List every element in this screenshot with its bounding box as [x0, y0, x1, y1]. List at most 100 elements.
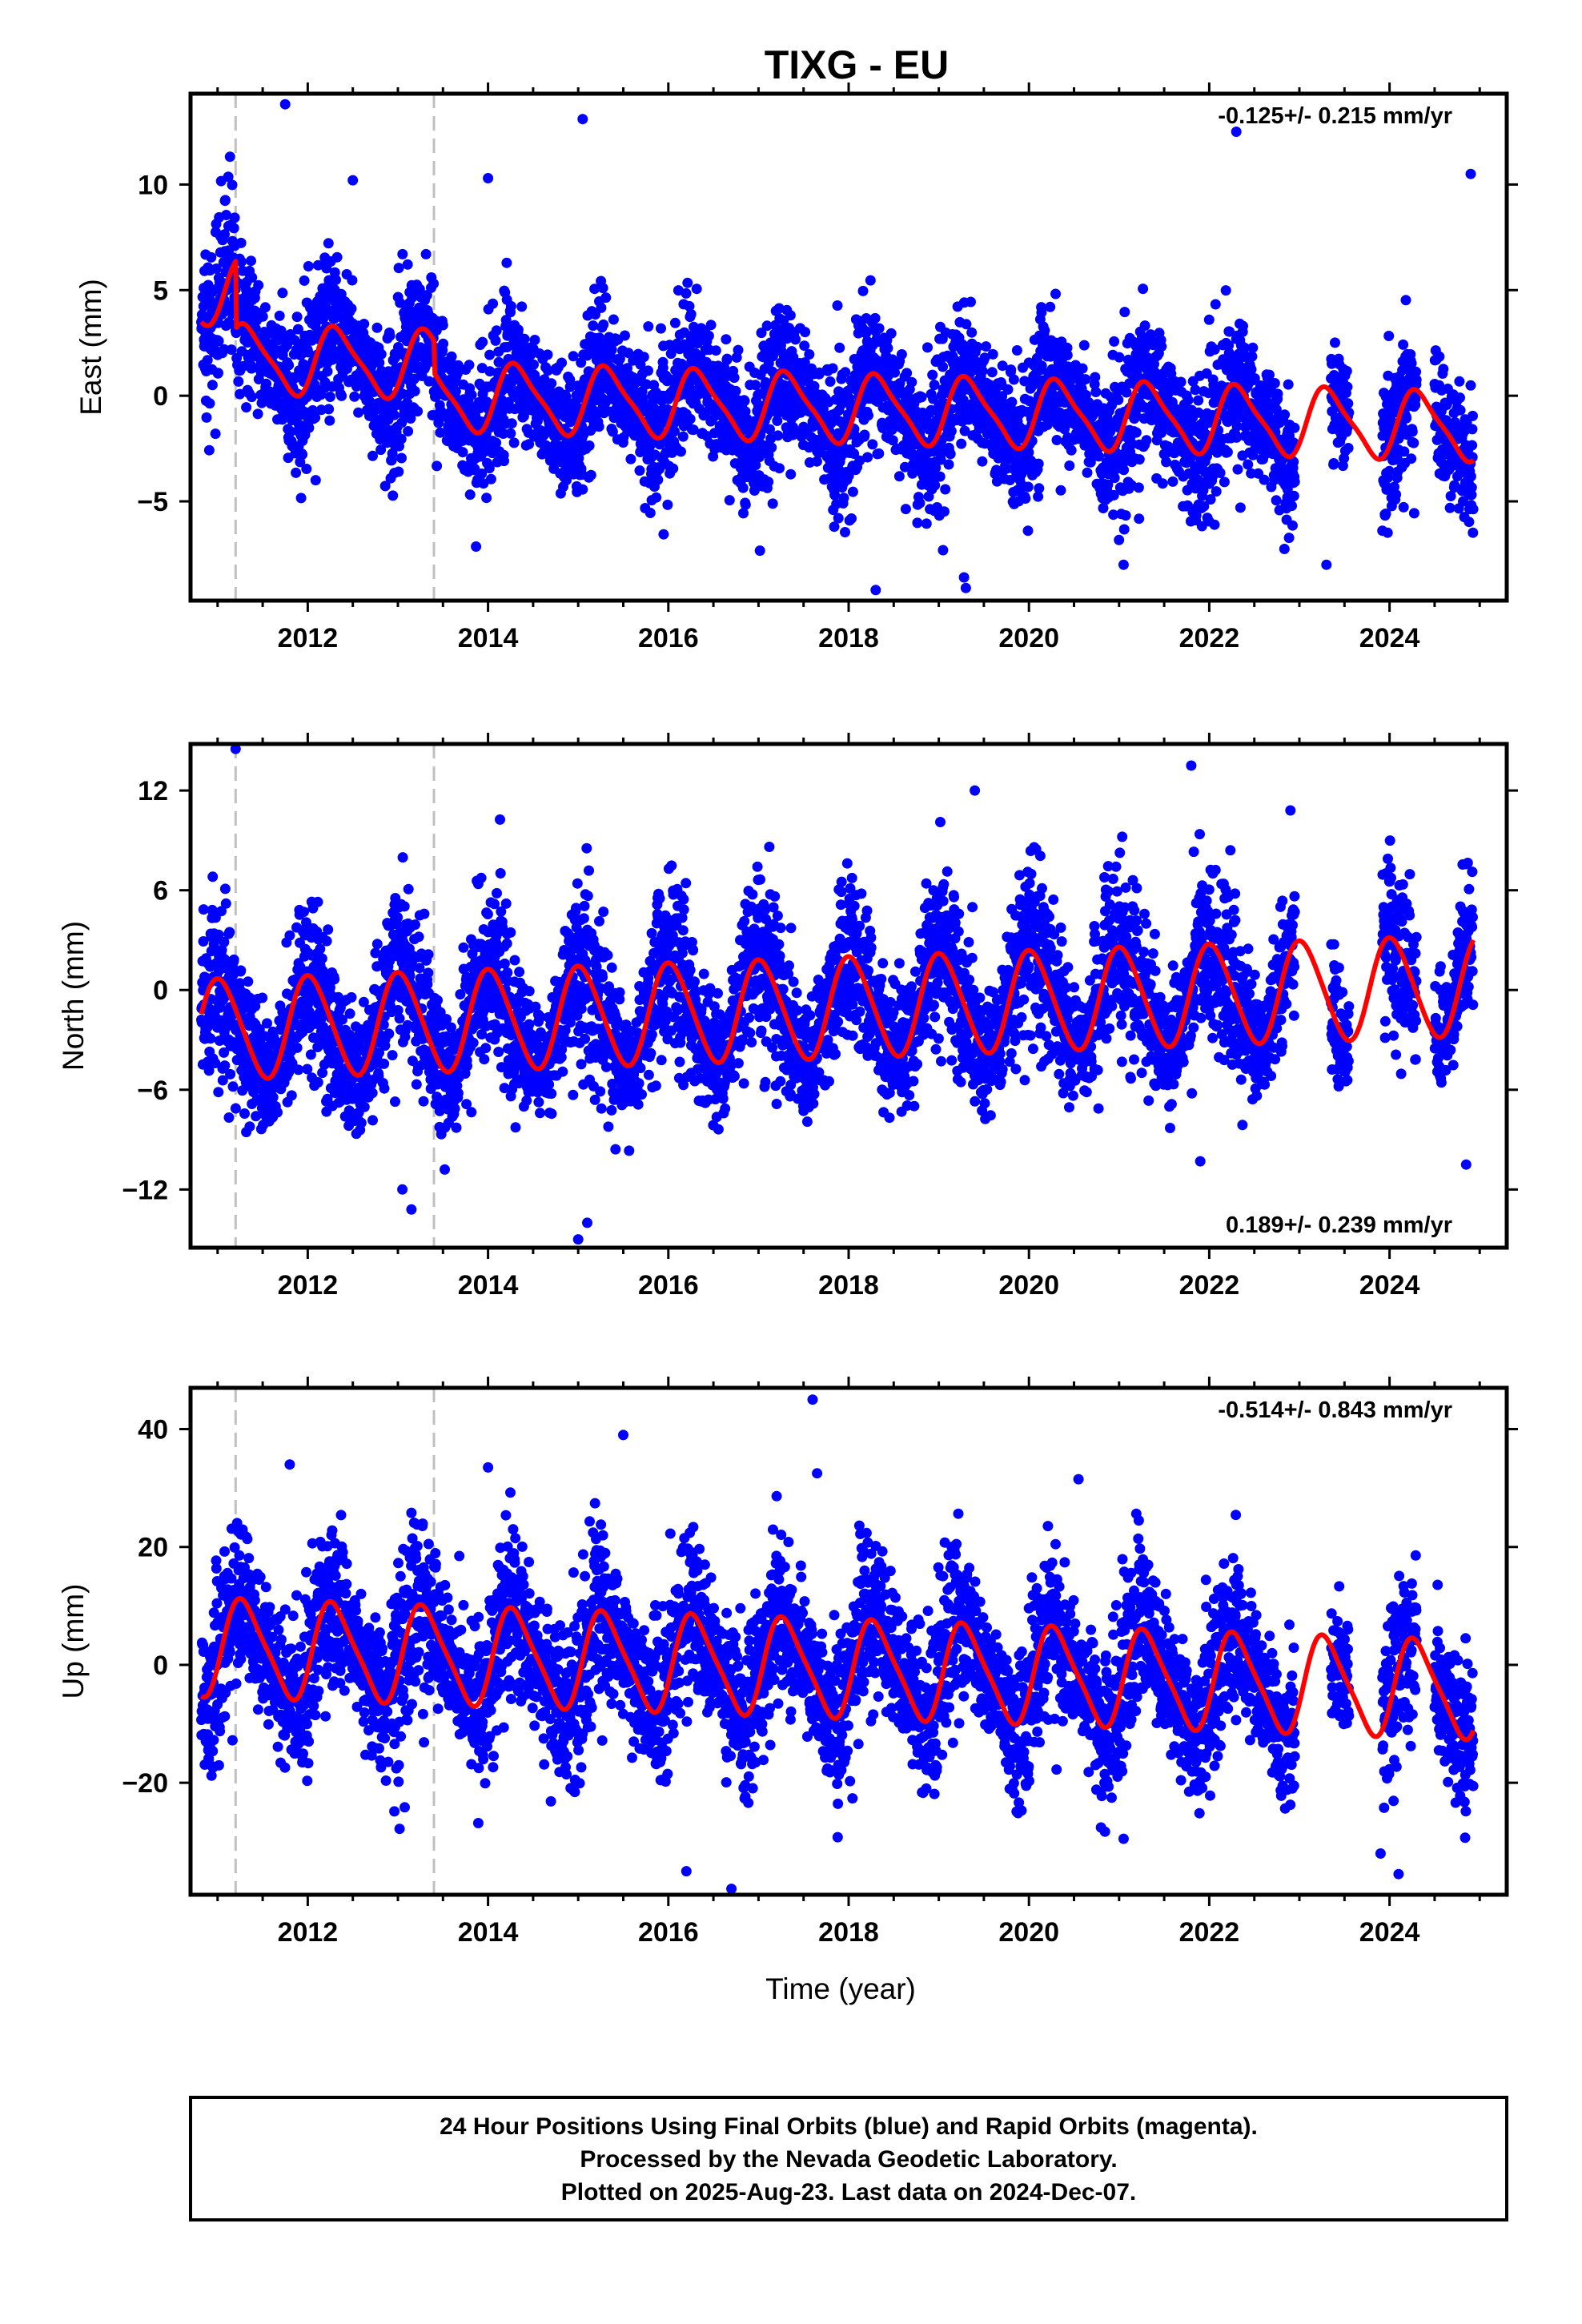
- data-point: [688, 424, 699, 436]
- data-point: [435, 427, 446, 438]
- data-point: [956, 438, 967, 449]
- data-point: [600, 292, 612, 304]
- data-point: [484, 349, 496, 360]
- data-point: [353, 407, 364, 418]
- data-point: [205, 1033, 216, 1044]
- data-point: [1139, 320, 1150, 332]
- data-point: [433, 417, 444, 428]
- data-point: [681, 287, 692, 299]
- data-point: [737, 482, 749, 493]
- data-point: [938, 545, 949, 556]
- data-point: [204, 398, 215, 409]
- data-point: [508, 437, 520, 448]
- data-point: [1343, 398, 1354, 409]
- data-point: [235, 965, 247, 976]
- data-point: [648, 403, 660, 414]
- data-point: [765, 424, 775, 435]
- data-point: [597, 283, 608, 294]
- data-point: [236, 256, 247, 267]
- data-point: [243, 976, 254, 987]
- data-point: [1383, 331, 1395, 341]
- data-point: [402, 259, 413, 270]
- data-point: [529, 335, 540, 345]
- data-point: [840, 527, 850, 537]
- outlier-point: [870, 585, 881, 596]
- data-point: [1272, 388, 1283, 400]
- data-point: [1090, 387, 1102, 397]
- data-point: [393, 466, 404, 477]
- data-point: [241, 402, 252, 413]
- data-point: [863, 410, 873, 421]
- data-point: [506, 418, 517, 429]
- data-point: [656, 323, 666, 334]
- data-point: [229, 212, 240, 223]
- data-point: [1045, 301, 1056, 312]
- data-point: [614, 353, 625, 364]
- data-point: [1203, 314, 1215, 325]
- data-point: [295, 493, 307, 504]
- data-point: [499, 456, 509, 467]
- data-point: [703, 330, 714, 341]
- data-point: [346, 303, 357, 314]
- data-point: [446, 351, 457, 362]
- data-point: [738, 508, 749, 519]
- data-point: [299, 275, 310, 286]
- data-point: [1130, 427, 1142, 438]
- data-point: [865, 275, 876, 286]
- data-point: [651, 492, 662, 503]
- data-point: [739, 396, 750, 407]
- data-point: [1444, 502, 1456, 513]
- plot-area: [196, 94, 1479, 601]
- data-point: [560, 392, 572, 402]
- data-point: [221, 210, 232, 220]
- data-point: [375, 444, 387, 456]
- data-point: [225, 1068, 236, 1080]
- data-point: [450, 386, 461, 397]
- data-point: [1467, 424, 1478, 435]
- data-point: [347, 275, 358, 286]
- data-point: [524, 439, 535, 450]
- data-point: [277, 287, 288, 299]
- data-point: [1434, 351, 1445, 362]
- data-point: [223, 1112, 235, 1123]
- data-point: [593, 421, 604, 432]
- data-point: [261, 378, 272, 389]
- data-point: [906, 376, 917, 388]
- data-point: [1050, 288, 1061, 300]
- data-point: [1465, 380, 1476, 391]
- data-point: [367, 450, 378, 461]
- data-point: [310, 475, 321, 486]
- outlier-point: [960, 582, 971, 593]
- data-point: [832, 300, 843, 311]
- data-point: [336, 390, 347, 401]
- data-point: [219, 229, 230, 240]
- data-point: [867, 439, 878, 450]
- data-point: [1082, 467, 1093, 478]
- data-point: [1167, 476, 1178, 487]
- data-point: [596, 302, 607, 313]
- data-point: [625, 453, 636, 464]
- data-point: [561, 475, 572, 485]
- data-point: [1406, 453, 1417, 464]
- outlier-point: [1321, 559, 1332, 570]
- data-point: [1279, 544, 1290, 554]
- data-point: [542, 349, 553, 360]
- data-point: [491, 437, 502, 448]
- data-point: [977, 456, 988, 467]
- y-axis-label: East (mm): [74, 279, 107, 416]
- data-point: [900, 504, 911, 515]
- data-point: [669, 317, 681, 328]
- data-point: [210, 428, 221, 440]
- x-tick-label: 2024: [1359, 623, 1420, 653]
- data-point: [1002, 384, 1014, 395]
- data-point: [986, 367, 998, 378]
- data-point: [922, 342, 933, 353]
- data-point: [259, 302, 271, 313]
- data-point: [246, 255, 256, 267]
- data-point: [857, 285, 869, 296]
- data-point: [239, 1108, 250, 1119]
- data-point: [934, 471, 946, 482]
- data-point: [420, 248, 432, 259]
- data-point: [859, 429, 870, 440]
- data-point: [1062, 350, 1073, 360]
